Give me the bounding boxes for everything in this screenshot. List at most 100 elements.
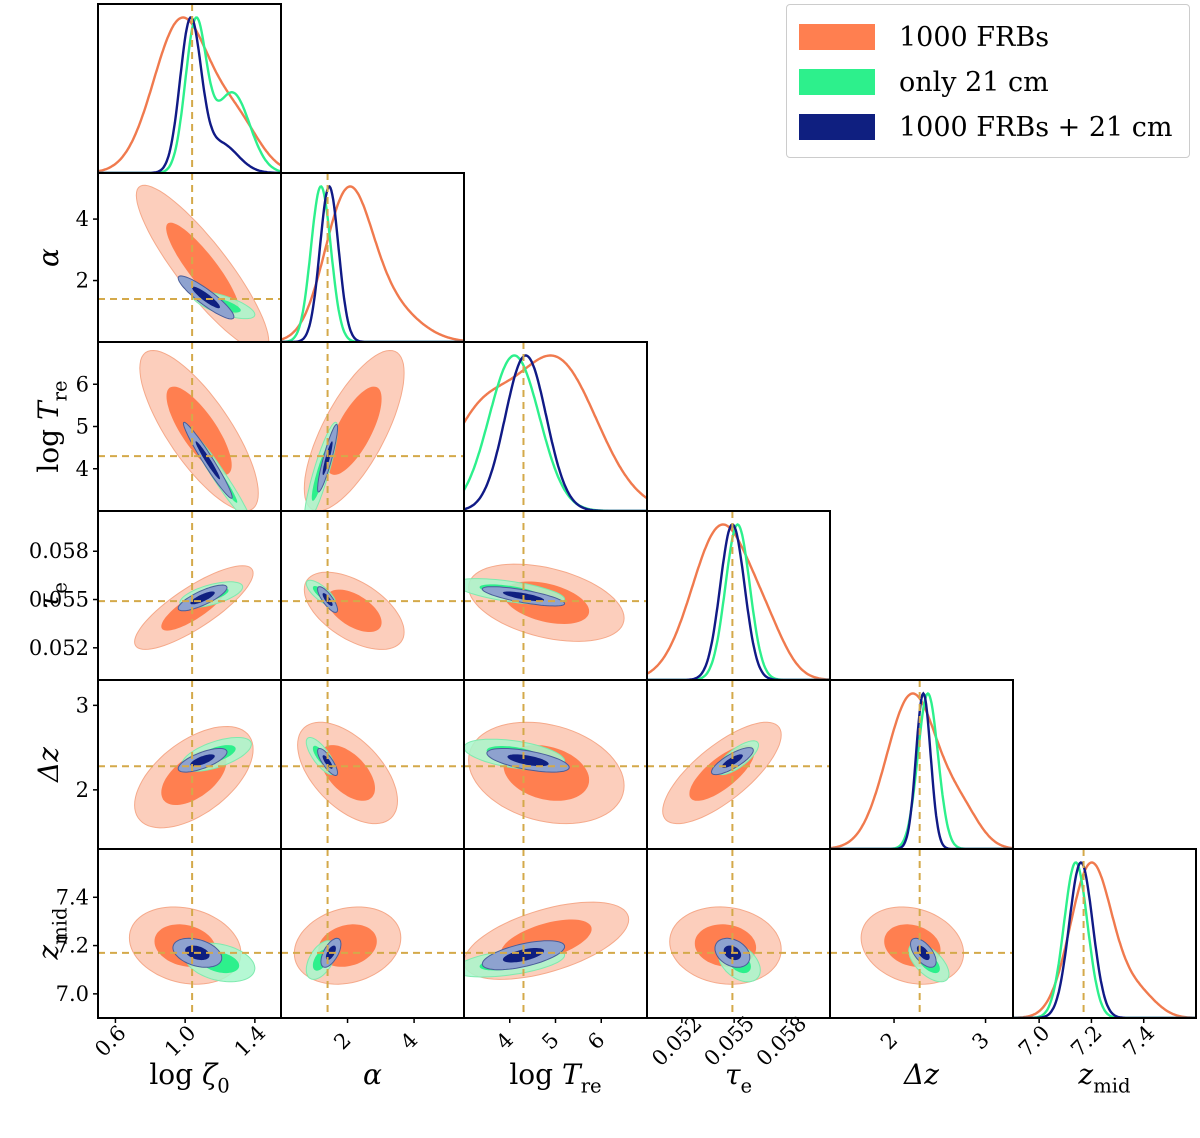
x-tick-label: 6 [583,1028,609,1054]
panel-content [281,849,464,1018]
y-tick-label: 2 [76,778,89,802]
panel-dz-logzeta0: 23 [76,679,282,850]
panel-content [281,511,464,680]
y-tick-label: 7.0 [56,982,89,1006]
y-tick-label: 0.058 [29,539,89,563]
panel-content [98,511,281,680]
panel-content [647,849,830,1018]
x-tick-label: 7.2 [1066,1021,1107,1062]
panel-content [647,680,830,849]
y-axis-label-tau_e: τe [32,582,71,609]
y-tick-label: 4 [76,207,89,231]
panel-alpha-logzeta0: 24 [76,172,282,343]
x-tick-label: 3 [967,1028,993,1054]
marginal-line-combined [464,354,647,511]
panel-tau_e-logzeta0: 0.052 0.055 0.058 [29,510,282,681]
y-tick-label: 6 [76,372,89,396]
panel-content [830,680,1013,849]
contour-combined-68 [502,948,545,963]
y-tick-label: 7.4 [56,885,89,909]
y-axis-label-alpha: α [32,248,65,267]
x-tick-label: 4 [396,1028,422,1054]
marginal-line-21cm [98,16,281,173]
x-axis-label-tau_e: τe [725,1058,752,1097]
panel-content [281,680,464,849]
panel-dz-alpha [280,679,465,850]
marginal-line-frbs [1013,861,1196,1018]
y-tick-label: 7.2 [56,934,89,958]
y-axis-label-logTre: log Tre [32,380,71,472]
legend-item-frbs: 1000 FRBs [799,17,1049,57]
panel-logTre-logTre [463,341,648,512]
contour-combined-68 [721,754,743,768]
panel-content [647,511,830,680]
panel-logTre-logzeta0: 4 5 6 [76,341,282,512]
legend-swatch-combined [799,114,875,140]
x-tick-label: 1.4 [230,1021,271,1062]
y-axis-label-dz: Δz [32,747,65,783]
panel-dz-tau_e [646,679,831,850]
contour-combined-68 [192,286,220,309]
contour-frbs-68 [320,745,375,801]
legend-label-combined: 1000 FRBs + 21 cm [899,111,1173,143]
x-tick-label: 1.0 [160,1021,201,1062]
panel-zmid-logzeta0: 7.0 7.2 7.4 0.6 1.0 1.4 [56,848,282,1062]
contour-combined-68 [195,441,220,480]
panel-logTre-alpha [280,341,465,512]
contour-combined-68 [322,441,333,476]
panel-content [1013,849,1196,1018]
y-axis-label-zmid: zmid [32,907,71,960]
contour-combined-68 [507,754,549,767]
panel-content [98,680,281,849]
x-tick-label: 0.6 [90,1021,131,1062]
panel-frame [1012,848,1197,1019]
panel-zmid-zmid: 7.0 7.2 7.4 [1012,848,1197,1062]
x-tick-label: 4 [492,1028,518,1054]
x-tick-label: 2 [329,1028,355,1054]
contour-frbs-68 [166,386,232,475]
x-tick-label: 2 [876,1028,902,1054]
y-tick-label: 4 [76,457,89,481]
x-tick-label: 0.052 [647,1011,706,1070]
marginal-line-combined [281,185,464,342]
panel-content [98,342,281,511]
panel-content [281,342,464,511]
marginal-line-frbs [281,185,464,342]
panel-frame [97,3,282,174]
panel-content [464,342,647,511]
contour-frbs-68 [326,386,382,475]
legend-swatch-frbs [799,24,875,50]
marginal-line-combined [647,523,830,680]
marginal-line-21cm [830,691,1013,849]
panel-content [464,849,647,1018]
marginal-line-combined [98,16,281,173]
x-tick-label: 7.0 [1014,1021,1055,1062]
panel-content [464,511,647,680]
panel-dz-dz [829,679,1014,850]
y-tick-label: 3 [76,693,89,717]
panel-content [98,849,281,1018]
panel-frame [463,341,648,512]
legend-item-combined: 1000 FRBs + 21 cm [799,107,1173,147]
panel-content [98,173,281,342]
x-axis-label-logTre: log Tre [509,1058,601,1097]
panel-tau_e-tau_e [646,510,831,681]
y-tick-label: 0.052 [29,636,89,660]
panel-content [464,680,647,849]
y-tick-label: 2 [76,269,89,293]
contour-combined-68 [190,754,215,767]
marginal-line-21cm [1013,861,1196,1018]
legend-label-frbs: 1000 FRBs [899,21,1050,53]
marginal-line-combined [830,691,1013,849]
panel-content [830,849,1013,1018]
x-axis-label-dz: Δz [903,1058,939,1091]
contour-frbs-68 [326,589,382,632]
marginal-line-frbs [464,354,647,500]
y-tick-label: 0.055 [29,588,89,612]
panel-dz-logTre [463,679,648,850]
